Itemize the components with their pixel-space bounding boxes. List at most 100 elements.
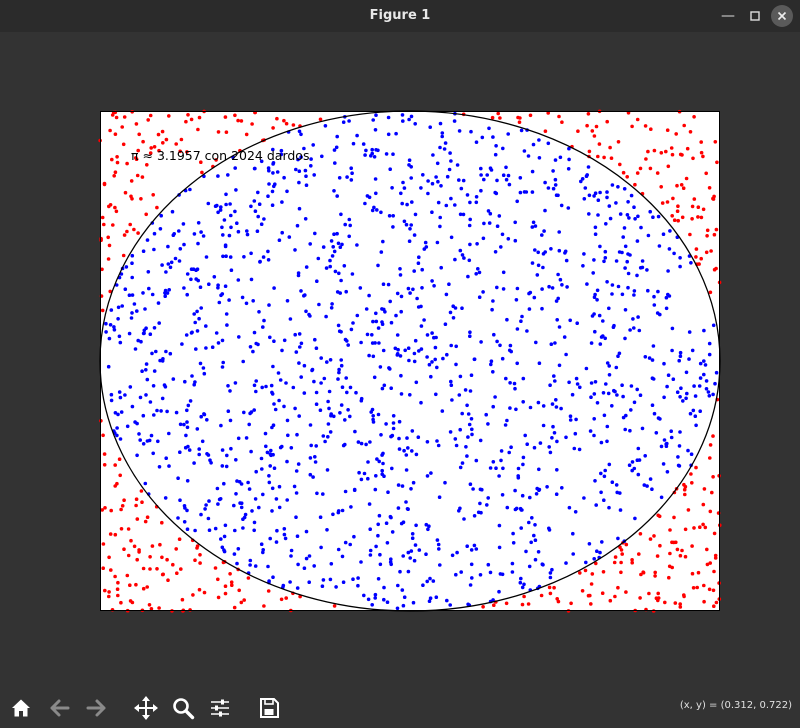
inside-dart-point	[366, 476, 370, 481]
inside-dart-point	[519, 526, 523, 530]
inside-dart-point	[235, 479, 239, 483]
inside-dart-point	[425, 579, 430, 584]
inside-dart-point	[426, 179, 430, 183]
inside-dart-point	[553, 158, 558, 162]
back-arrow-icon[interactable]	[47, 695, 73, 721]
outside-dart-point	[616, 585, 620, 590]
outside-dart-point	[638, 596, 642, 600]
figure-canvas[interactable]: π ≈ 3.1957 con 2024 dardos	[0, 32, 800, 688]
inside-dart-point	[336, 547, 341, 552]
outside-dart-point	[655, 171, 660, 175]
inside-dart-point	[593, 292, 597, 297]
outside-dart-point	[116, 593, 120, 598]
inside-dart-point	[527, 307, 532, 311]
outside-dart-point	[518, 116, 522, 120]
outside-dart-point	[560, 120, 564, 124]
outside-dart-point	[708, 290, 713, 295]
outside-dart-point	[699, 150, 704, 155]
inside-dart-point	[412, 558, 417, 563]
inside-dart-point	[459, 186, 464, 191]
inside-dart-point	[359, 441, 364, 446]
inside-dart-point	[702, 359, 706, 363]
inside-dart-point	[579, 179, 583, 184]
inside-dart-point	[592, 295, 597, 300]
inside-dart-point	[662, 438, 667, 442]
inside-dart-point	[623, 336, 627, 341]
inside-dart-point	[383, 310, 387, 314]
inside-dart-point	[259, 159, 264, 164]
inside-dart-point	[380, 386, 385, 391]
inside-dart-point	[273, 182, 277, 186]
minimize-icon[interactable]: —	[721, 8, 735, 24]
outside-dart-point	[698, 525, 702, 529]
maximize-icon[interactable]	[745, 6, 765, 26]
inside-dart-point	[460, 461, 465, 465]
outside-dart-point	[101, 542, 106, 546]
close-icon[interactable]	[771, 5, 793, 27]
outside-dart-point	[694, 247, 699, 251]
inside-dart-point	[636, 446, 641, 451]
inside-dart-point	[425, 333, 430, 337]
inside-dart-point	[713, 381, 717, 386]
inside-dart-point	[395, 333, 400, 337]
inside-dart-point	[434, 175, 438, 179]
inside-dart-point	[359, 560, 363, 564]
outside-dart-point	[178, 149, 182, 154]
inside-dart-point	[190, 374, 194, 378]
inside-dart-point	[337, 367, 341, 372]
configure-subplots-icon[interactable]	[207, 695, 233, 721]
inside-dart-point	[584, 366, 589, 371]
inside-dart-point	[622, 226, 627, 230]
inside-dart-point	[513, 488, 517, 493]
pan-icon[interactable]	[133, 695, 159, 721]
inside-dart-point	[648, 209, 652, 214]
inside-dart-point	[352, 534, 356, 539]
inside-dart-point	[304, 174, 308, 178]
inside-dart-point	[630, 460, 635, 464]
outside-dart-point	[583, 568, 588, 573]
inside-dart-point	[118, 340, 123, 345]
outside-dart-point	[155, 205, 159, 210]
inside-dart-point	[241, 359, 245, 364]
outside-dart-point	[123, 190, 128, 195]
inside-dart-point	[348, 385, 353, 390]
outside-dart-point	[613, 594, 617, 599]
inside-dart-point	[351, 577, 355, 581]
inside-dart-point	[267, 474, 271, 478]
inside-dart-point	[387, 366, 391, 370]
inside-dart-point	[275, 528, 279, 533]
inside-dart-point	[285, 418, 290, 423]
forward-arrow-icon[interactable]	[83, 695, 109, 721]
inside-dart-point	[600, 540, 604, 544]
inside-dart-point	[299, 341, 304, 346]
inside-dart-point	[573, 431, 578, 436]
inside-dart-point	[264, 444, 268, 449]
outside-dart-point	[116, 580, 120, 585]
outside-dart-point	[233, 113, 237, 118]
inside-dart-point	[407, 239, 412, 243]
save-icon[interactable]	[256, 695, 282, 721]
outside-dart-point	[106, 257, 111, 261]
inside-dart-point	[437, 495, 442, 500]
inside-dart-point	[135, 309, 139, 313]
inside-dart-point	[233, 528, 237, 533]
inside-dart-point	[558, 277, 563, 282]
inside-dart-point	[449, 159, 453, 163]
inside-dart-point	[228, 255, 233, 259]
inside-dart-point	[180, 342, 184, 346]
inside-dart-point	[398, 569, 402, 574]
inside-dart-point	[592, 417, 596, 421]
inside-dart-point	[670, 348, 674, 353]
scatter-plot[interactable]: π ≈ 3.1957 con 2024 dardos	[0, 32, 800, 688]
inside-dart-point	[612, 323, 616, 328]
zoom-icon[interactable]	[170, 695, 196, 721]
inside-dart-point	[529, 540, 533, 545]
inside-dart-point	[504, 165, 508, 170]
inside-dart-point	[161, 357, 165, 361]
outside-dart-point	[691, 156, 695, 161]
home-icon[interactable]	[8, 695, 34, 721]
inside-dart-point	[135, 453, 139, 458]
inside-dart-point	[615, 393, 619, 397]
inside-dart-point	[136, 338, 140, 343]
outside-dart-point	[618, 162, 622, 167]
